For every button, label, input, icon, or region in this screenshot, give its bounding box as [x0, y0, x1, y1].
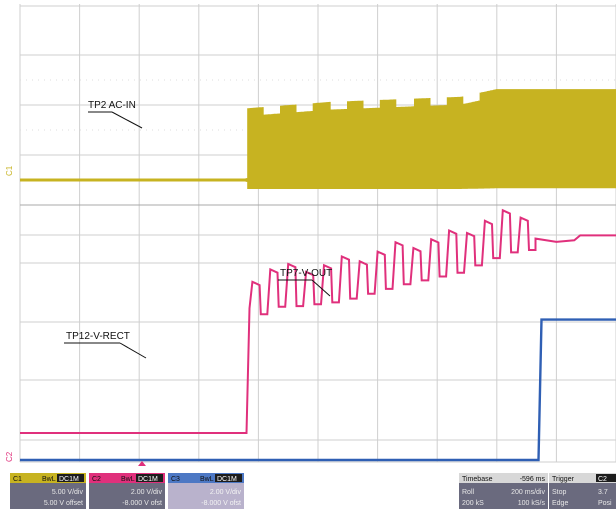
c2-label: C2 [92, 476, 101, 483]
trigger-level: 3.7 [598, 489, 608, 496]
annotation-tp2-ac-in: TP2 AC-IN [88, 100, 136, 111]
c2-mode1: BwL [121, 476, 135, 483]
c1-envelope [245, 89, 616, 189]
c2-mode2-badge [136, 474, 163, 482]
c2-offset: -8.000 V ofst [122, 500, 162, 507]
timebase-rate: 100 kS/s [518, 500, 546, 507]
channel-box-c2: C2 BwL DC1M 2.00 V/div -8.000 V ofst [89, 473, 165, 509]
channel-box-c1: C1 BwL DC1M 5.00 V/div 5.00 V offset [10, 473, 86, 509]
trigger-type: Edge [552, 500, 568, 507]
trigger-header [549, 473, 616, 483]
c1-mode2: DC1M [59, 476, 79, 483]
trigger-state: Stop [552, 489, 567, 496]
timebase-header [459, 473, 548, 483]
c3-mode1: BwL [200, 476, 214, 483]
c1-ground-marker: C1 [5, 165, 14, 176]
c3-label: C3 [171, 476, 180, 483]
timebase-div: 200 ms/div [511, 489, 545, 496]
v-out-leader [311, 279, 331, 297]
c1-offset: 5.00 V offset [44, 500, 83, 507]
c3-vdiv: 2.00 V/div [210, 489, 242, 496]
c1-mode1: BwL [42, 476, 56, 483]
c3-mode2: DC1M [217, 476, 237, 483]
trigger-label: Trigger [552, 476, 575, 483]
c1-box-header [10, 473, 86, 483]
annotation-tp12-v-rect: TP12-V-RECT [66, 331, 130, 342]
trigger-slope: Posi [598, 500, 612, 507]
c1-label: C1 [13, 476, 22, 483]
trigger-marker [138, 461, 146, 466]
c1-vdiv: 5.00 V/div [52, 489, 84, 496]
trigger-badge-bg [596, 474, 616, 482]
c2-box-header [89, 473, 165, 483]
series-c1 [20, 89, 616, 189]
c3-mode2-badge [215, 474, 242, 482]
timebase-label: Timebase [462, 476, 493, 483]
c2-vdiv: 2.00 V/div [131, 489, 163, 496]
timebase-value: -596 ms [520, 476, 546, 483]
timebase-mode: Roll [462, 489, 475, 496]
ac-in-leader [111, 111, 143, 129]
series-c3 [20, 318, 616, 462]
c2-mode2: DC1M [138, 476, 158, 483]
c3-offset: -8.000 V ofst [201, 500, 241, 507]
traces [20, 89, 616, 462]
c1-mode2-badge [57, 474, 84, 482]
trigger-box: Trigger C2 Stop 3.7 Edge Posi [549, 473, 616, 509]
channel-box-c3: C3 BwL DC1M 2.00 V/div -8.000 V ofst [168, 473, 244, 509]
c3-box-header [168, 473, 244, 483]
annotation-tp7-v-out: TP7-V-OUT [280, 268, 332, 279]
timebase-samples: 200 kS [462, 500, 484, 507]
timebase-box: Timebase -596 ms Roll 200 ms/div 200 kS … [459, 473, 548, 509]
c2-ground-marker: C2 [5, 451, 14, 462]
trigger-badge: C2 [598, 476, 607, 483]
series-c2 [20, 208, 616, 434]
v-rect-leader [119, 342, 147, 359]
